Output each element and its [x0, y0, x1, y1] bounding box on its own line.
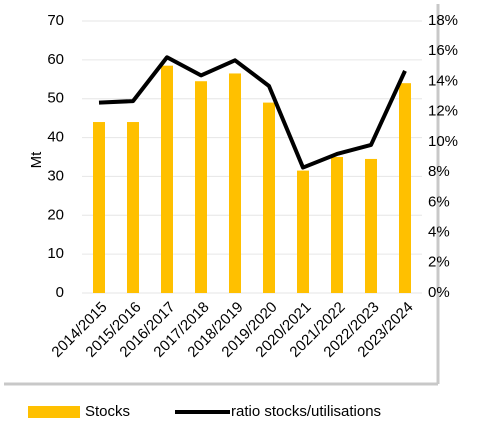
legend-label: Stocks [85, 403, 130, 420]
line [98, 55, 407, 170]
y2-tick-label: 8% [428, 163, 450, 180]
y-tick-label: 20 [47, 206, 64, 223]
bar [229, 73, 241, 293]
bar [93, 122, 105, 294]
y-axis-label: Mt [28, 151, 45, 168]
y2-tick-label: 6% [428, 193, 450, 210]
y-tick-label: 40 [47, 129, 64, 146]
y2-tick-label: 14% [428, 72, 458, 89]
bar [195, 81, 207, 293]
y2-tick-label: 18% [428, 12, 458, 29]
y2-tick-label: 2% [428, 254, 450, 271]
y-tick-label: 30 [47, 167, 64, 184]
y2-tick-label: 10% [428, 133, 458, 150]
bar [331, 157, 343, 293]
y-tick-label: 10 [47, 245, 64, 262]
y-tick-label: 50 [47, 90, 64, 107]
y2-tick-label: 0% [428, 284, 450, 301]
legend-swatch [28, 406, 80, 418]
bar [365, 158, 377, 293]
y-tick-label: 70 [47, 12, 64, 29]
y-tick-label: 0 [56, 284, 64, 301]
y2-tick-label: 16% [428, 42, 458, 59]
y2-tick-label: 12% [428, 103, 458, 120]
y2-tick-label: 4% [428, 224, 450, 241]
bar [399, 83, 411, 294]
bar [161, 65, 173, 293]
bar [127, 122, 139, 294]
legend-label: ratio stocks/utilisations [231, 403, 381, 420]
y-tick-label: 60 [47, 51, 64, 68]
bar [297, 170, 309, 293]
bar [263, 102, 275, 293]
